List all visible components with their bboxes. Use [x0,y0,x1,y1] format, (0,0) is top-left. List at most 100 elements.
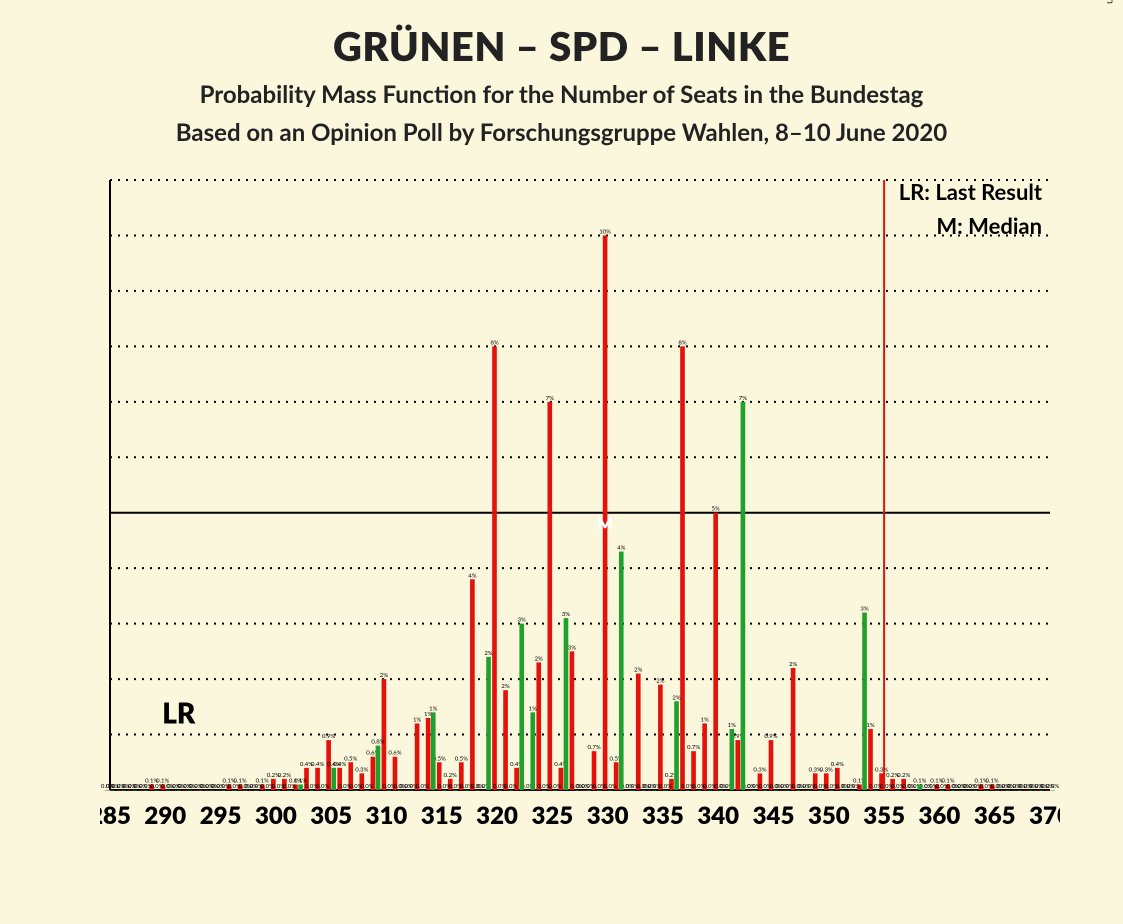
red-bar [183,790,188,791]
green-bar [597,790,602,791]
green-bar [110,790,115,791]
x-axis-tick: 310 [366,801,408,830]
red-bar [105,790,110,791]
x-axis-tick: 290 [144,801,186,830]
green-bar [984,790,989,791]
green-bar [453,790,458,791]
red-bar [1001,790,1006,791]
x-axis-tick: 305 [310,801,352,830]
red-bar [702,723,707,790]
green-bar [586,790,591,791]
green-bar-label: 0.0% [604,783,617,790]
red-bar [138,790,143,791]
red-bar [382,679,387,790]
green-bar [862,613,867,790]
green-bar [1039,790,1044,791]
red-bar-label: 0.4% [831,761,844,768]
x-axis-tick: 355 [863,801,905,830]
red-bar [492,346,497,790]
x-axis-tick: 325 [531,801,573,830]
red-bar-label: 1% [700,716,708,723]
green-bar-label: 1% [728,722,736,729]
green-bar-label: 1% [529,705,537,712]
green-bar [365,790,370,791]
red-bar-label: 2% [501,683,509,690]
green-bar [354,790,359,791]
red-bar [802,790,807,791]
green-bar [884,790,889,791]
red-bar [205,790,210,791]
red-bar-label: 7% [546,395,554,402]
copyright-text: © 2020 Filip van Laenen [1104,0,1117,4]
red-bar [724,790,729,791]
green-bar-label: 0.0% [548,783,561,790]
green-bar-label: 0.0% [504,783,517,790]
x-axis-tick: 370 [1029,801,1060,830]
red-bar-label: 4% [468,572,476,579]
green-bar [309,790,314,791]
green-bar [718,790,723,791]
green-bar [398,790,403,791]
lr-label: LR [162,695,196,729]
green-bar [519,624,524,790]
red-bar [426,718,431,790]
green-bar [564,618,569,790]
red-bar [1012,790,1017,791]
red-bar [127,790,132,791]
legend-item: LR: Last Result [899,178,1043,205]
green-bar [298,784,303,790]
chart-plot: 5%28529029530030531031532032533033534034… [100,170,1060,830]
green-bar [752,790,757,791]
green-bar-label: 3% [518,617,526,624]
green-bar [973,790,978,791]
green-bar [154,790,159,791]
chart-subtitle-2: Based on an Opinion Poll by Forschungsgr… [0,118,1123,147]
green-bar [166,790,171,791]
red-bar-label: 0.3% [355,766,368,773]
red-bar [404,790,409,791]
red-bar [525,790,530,791]
green-bar [1006,790,1011,791]
green-bar [785,790,790,791]
green-bar [497,790,502,791]
red-bar-label: 0.7% [687,744,700,751]
red-bar-label: 0.9% [764,733,777,740]
red-bar [536,662,541,790]
red-bar-label: 2% [789,661,797,668]
green-bar [409,790,414,791]
green-bar [420,790,425,791]
red-bar-label: 2% [656,678,664,685]
green-bar [674,701,679,790]
green-bar [663,790,668,791]
red-bar [1023,790,1028,791]
red-bar-label: 3% [568,644,576,651]
red-bar [868,729,873,790]
red-bar-label: 8% [490,339,498,346]
red-bar-label: 8% [678,339,686,346]
green-bar-label: 0.0% [360,783,373,790]
green-bar-label: 0.0% [416,783,429,790]
red-bar-label: 5% [712,506,720,513]
red-bar [647,790,652,791]
red-bar-label: 10% [599,228,611,235]
red-bar [603,235,608,790]
red-bar [194,790,199,791]
green-bar [829,790,834,791]
red-bar [470,579,475,790]
red-bar-label: 2% [535,655,543,662]
green-bar [641,790,646,791]
chart-title: GRÜNEN – SPD – LINKE [0,22,1123,70]
green-bar [895,790,900,791]
chart-svg: 5%28529029530030531031532032533033534034… [100,170,1060,870]
red-bar-label: 0.9% [322,733,335,740]
red-bar-label: 1% [413,716,421,723]
red-bar [780,790,785,791]
green-bar [906,790,911,791]
green-bar-label: 0.0% [847,783,860,790]
green-bar [774,790,779,791]
red-bar [625,790,630,791]
green-bar [918,784,923,790]
green-bar [210,790,215,791]
green-bar [542,790,547,791]
red-bar [481,790,486,791]
